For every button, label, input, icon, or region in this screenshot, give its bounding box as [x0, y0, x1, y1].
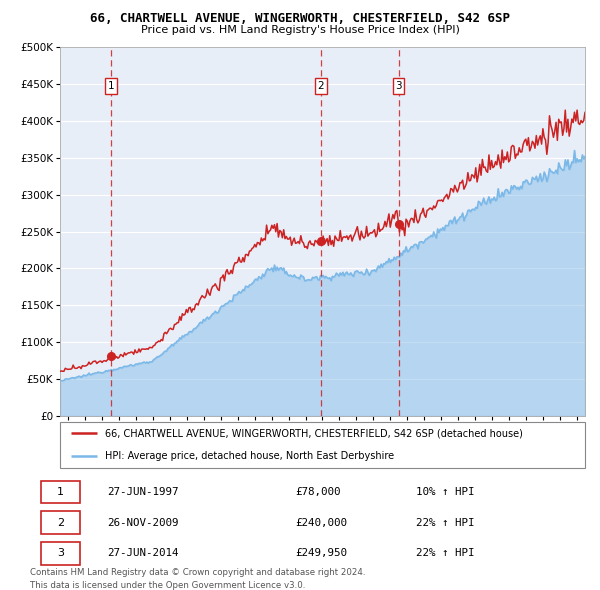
- Text: 10% ↑ HPI: 10% ↑ HPI: [416, 487, 475, 497]
- Text: £240,000: £240,000: [295, 517, 347, 527]
- Text: 22% ↑ HPI: 22% ↑ HPI: [416, 548, 475, 558]
- Text: This data is licensed under the Open Government Licence v3.0.: This data is licensed under the Open Gov…: [30, 581, 305, 590]
- Text: 3: 3: [57, 548, 64, 558]
- Text: 3: 3: [395, 81, 402, 91]
- FancyBboxPatch shape: [41, 542, 80, 565]
- Text: HPI: Average price, detached house, North East Derbyshire: HPI: Average price, detached house, Nort…: [104, 451, 394, 461]
- Text: £78,000: £78,000: [295, 487, 340, 497]
- FancyBboxPatch shape: [60, 422, 585, 468]
- FancyBboxPatch shape: [41, 481, 80, 503]
- Text: Contains HM Land Registry data © Crown copyright and database right 2024.: Contains HM Land Registry data © Crown c…: [30, 568, 365, 576]
- Text: 1: 1: [57, 487, 64, 497]
- Text: 27-JUN-2014: 27-JUN-2014: [107, 548, 179, 558]
- FancyBboxPatch shape: [41, 512, 80, 534]
- Text: 2: 2: [317, 81, 324, 91]
- Text: 26-NOV-2009: 26-NOV-2009: [107, 517, 179, 527]
- Text: £249,950: £249,950: [295, 548, 347, 558]
- Text: Price paid vs. HM Land Registry's House Price Index (HPI): Price paid vs. HM Land Registry's House …: [140, 25, 460, 35]
- Text: 22% ↑ HPI: 22% ↑ HPI: [416, 517, 475, 527]
- Text: 27-JUN-1997: 27-JUN-1997: [107, 487, 179, 497]
- Text: 66, CHARTWELL AVENUE, WINGERWORTH, CHESTERFIELD, S42 6SP (detached house): 66, CHARTWELL AVENUE, WINGERWORTH, CHEST…: [104, 428, 523, 438]
- Text: 1: 1: [107, 81, 114, 91]
- Text: 66, CHARTWELL AVENUE, WINGERWORTH, CHESTERFIELD, S42 6SP: 66, CHARTWELL AVENUE, WINGERWORTH, CHEST…: [90, 12, 510, 25]
- Text: 2: 2: [57, 517, 64, 527]
